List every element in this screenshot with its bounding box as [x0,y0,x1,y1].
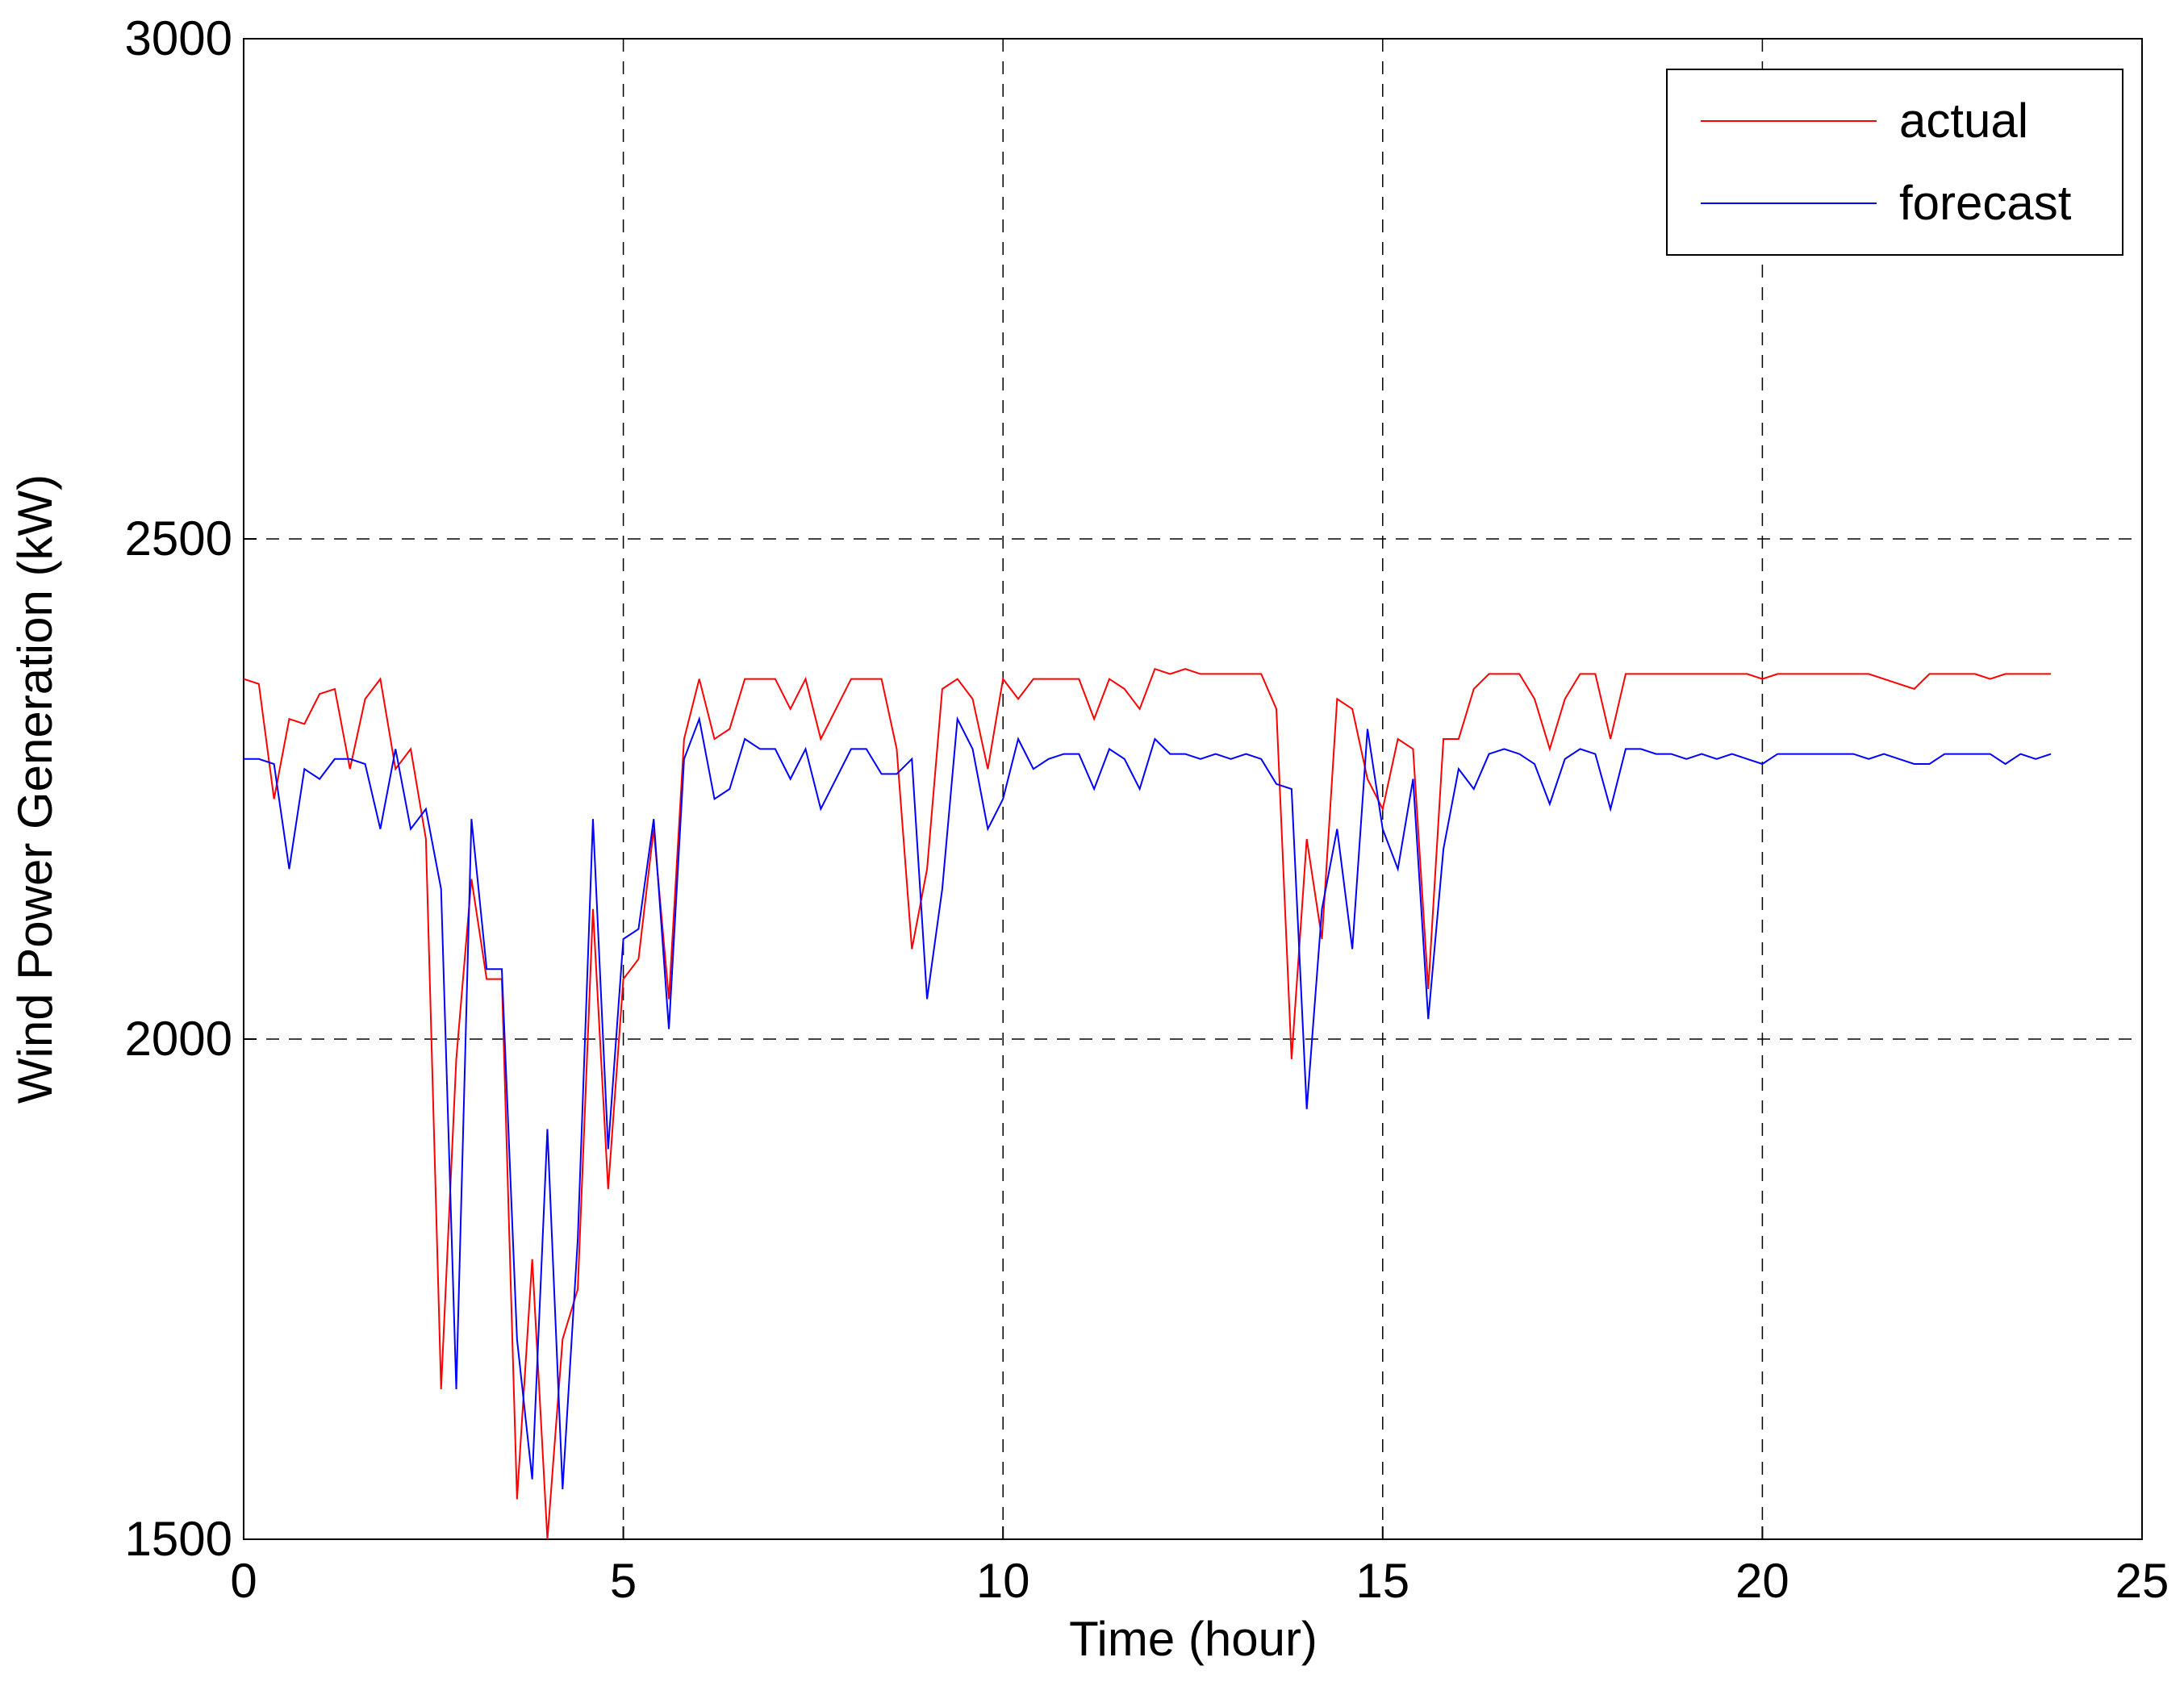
y-tick-label: 3000 [125,11,232,65]
x-tick-label: 25 [2115,1554,2169,1608]
y-tick-label: 1500 [125,1512,232,1566]
y-tick-label: 2500 [125,511,232,566]
legend-box [1666,69,2123,256]
x-tick-label: 20 [1735,1554,1789,1608]
x-tick-label: 5 [610,1554,637,1608]
x-tick-label: 15 [1355,1554,1409,1608]
x-axis-label: Time (hour) [1069,1612,1317,1666]
y-axis-label: Wind Power Generation (kW) [8,474,62,1104]
y-tick-label: 2000 [125,1012,232,1066]
plot-frame [243,38,2143,1540]
series-line [244,716,2052,1490]
legend-label: actual [1899,94,2028,148]
series-line [243,667,2052,1540]
x-tick-label: 10 [976,1554,1030,1608]
legend-label: forecast [1899,176,2072,230]
x-tick-label: 0 [230,1554,257,1608]
